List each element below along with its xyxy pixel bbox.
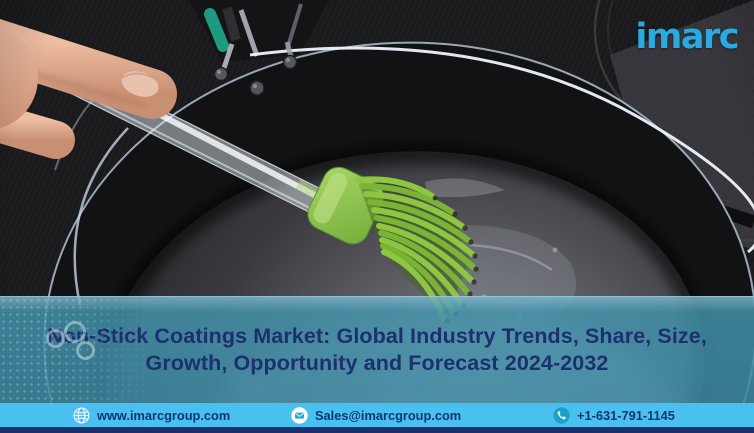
- phone-icon: [553, 406, 570, 424]
- title-banner: Non-Stick Coatings Market: Global Indust…: [0, 296, 754, 404]
- report-title-line-2: Growth, Opportunity and Forecast 2024-20…: [145, 351, 609, 375]
- phone-link[interactable]: +1-631-791-1145: [553, 403, 675, 427]
- bottom-navy-strip: [0, 427, 754, 433]
- website-label: www.imarcgroup.com: [97, 407, 231, 423]
- envelope-icon: [291, 406, 308, 424]
- contact-bar: www.imarcgroup.com Sales@imarcgroup.com …: [0, 403, 754, 427]
- phone-label: +1-631-791-1145: [577, 407, 675, 423]
- email-label: Sales@imarcgroup.com: [315, 407, 462, 423]
- imarc-logo: imarc: [635, 17, 739, 57]
- report-title-line-1: Non-Stick Coatings Market: Global Indust…: [47, 324, 707, 348]
- email-link[interactable]: Sales@imarcgroup.com: [291, 403, 461, 427]
- website-link[interactable]: www.imarcgroup.com: [73, 403, 230, 427]
- globe-icon: [73, 407, 90, 423]
